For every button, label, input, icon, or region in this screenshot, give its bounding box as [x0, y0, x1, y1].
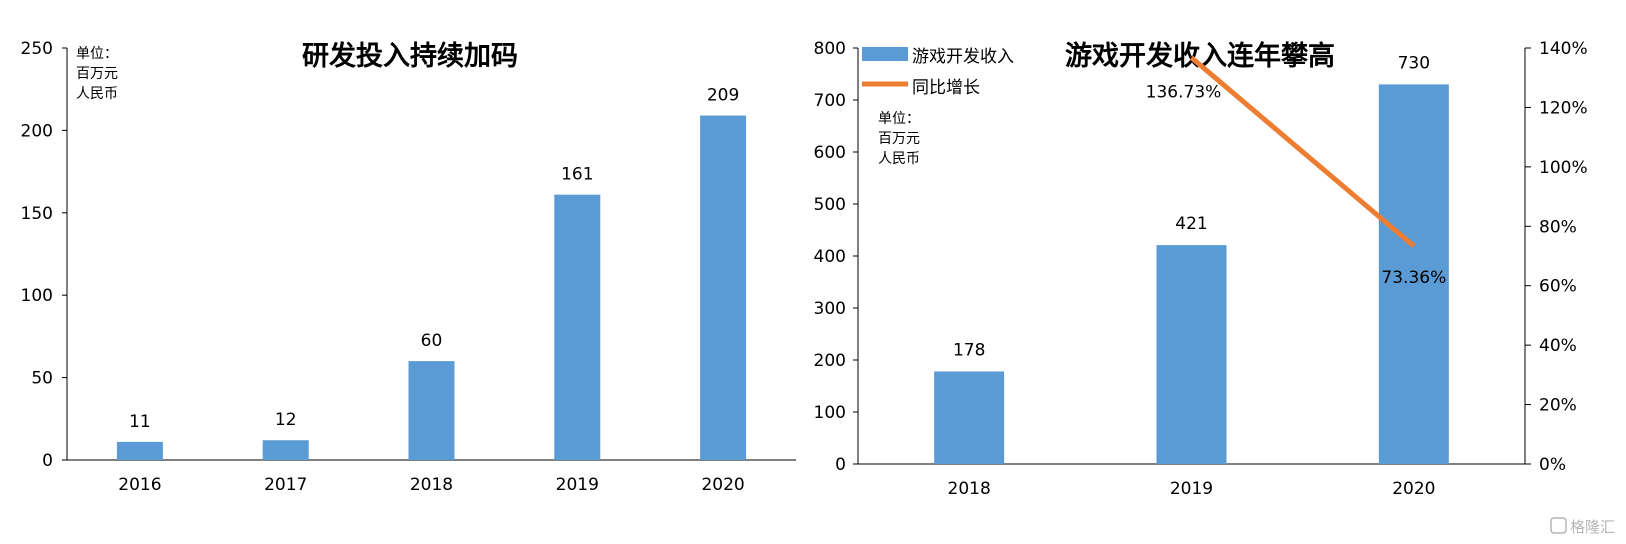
unit-label-line1: 单位： — [76, 46, 118, 62]
y-tick-label: 100 — [21, 286, 53, 306]
y2-tick-label: 80% — [1539, 217, 1577, 237]
x-tick-label: 2017 — [264, 475, 307, 495]
y-tick-label: 300 — [814, 299, 846, 319]
line-data-label: 73.36% — [1381, 268, 1446, 288]
legend-swatch-bar — [862, 47, 908, 61]
bar-data-label: 209 — [707, 86, 739, 106]
x-axis-ticks: 2016 2017 2018 2019 2020 — [118, 475, 744, 495]
y-tick-label: 0 — [42, 451, 53, 471]
unit-label-line1: 单位： — [878, 111, 920, 127]
y-tick-label: 400 — [814, 247, 846, 267]
y-axis-right-ticks: 0% 20% 40% 60% 80% 100% 120% 140% — [1525, 39, 1588, 475]
watermark: 格隆汇 — [1550, 517, 1615, 536]
y-tick-label: 50 — [31, 369, 53, 389]
line-series — [1189, 55, 1416, 248]
y-tick-label: 100 — [814, 403, 846, 423]
y-tick-label: 500 — [814, 195, 846, 215]
watermark-text: 格隆汇 — [1570, 518, 1615, 536]
bar — [1156, 245, 1227, 464]
y-tick-label: 250 — [21, 39, 53, 59]
x-tick-label: 2018 — [948, 479, 991, 499]
bar-data-label: 730 — [1398, 53, 1430, 73]
unit-label-line2: 百万元 — [76, 66, 118, 82]
data-labels: 11 12 60 161 209 — [129, 86, 739, 432]
x-tick-label: 2019 — [1170, 479, 1213, 499]
y2-tick-label: 140% — [1539, 39, 1588, 59]
x-tick-label: 2016 — [118, 475, 161, 495]
legend-label-bar: 游戏开发收入 — [912, 47, 1014, 67]
y-tick-label: 0 — [835, 455, 846, 475]
y-tick-label: 200 — [814, 351, 846, 371]
bar — [700, 115, 747, 461]
bar — [934, 371, 1005, 464]
legend-label-line: 同比增长 — [912, 78, 980, 98]
x-tick-label: 2020 — [1392, 479, 1435, 499]
y-axis-left-ticks: 0 100 200 300 400 500 600 700 800 — [814, 39, 858, 475]
line-data-label: 136.73% — [1146, 83, 1222, 103]
bar-data-label: 60 — [421, 331, 443, 351]
unit-label-line3: 人民币 — [878, 151, 920, 167]
bar — [116, 441, 163, 460]
y-tick-label: 700 — [814, 91, 846, 111]
y-axis-ticks: 0 50 100 150 200 250 — [21, 39, 67, 471]
bar — [408, 361, 455, 460]
bar-data-label: 161 — [561, 165, 593, 185]
bar-series — [934, 84, 1449, 465]
unit-label-line3: 人民币 — [76, 86, 118, 102]
y-tick-label: 600 — [814, 143, 846, 163]
bar-data-label: 12 — [275, 410, 297, 430]
legend: 游戏开发收入 同比增长 — [862, 47, 1014, 98]
y-tick-label: 200 — [21, 121, 53, 141]
bar-data-label: 421 — [1175, 214, 1207, 234]
bar-series — [116, 115, 747, 461]
watermark-logo-icon — [1550, 517, 1567, 534]
y2-tick-label: 0% — [1539, 455, 1566, 475]
bar — [554, 194, 601, 460]
chart-game-dev-revenue: 游戏开发收入连年攀高 游戏开发收入 同比增长 单位： 百万元 人民币 01002… — [814, 39, 1588, 499]
y-tick-label: 150 — [21, 204, 53, 224]
bar — [262, 440, 309, 460]
bar-data-label: 11 — [129, 412, 151, 432]
x-axis-ticks: 2018 2019 2020 — [948, 479, 1436, 499]
y2-tick-label: 40% — [1539, 336, 1577, 356]
bar-data-label: 178 — [953, 340, 985, 360]
y2-tick-label: 20% — [1539, 396, 1577, 416]
bar — [1378, 84, 1449, 465]
data-labels: 178 421 730 136.73% 73.36% — [953, 53, 1446, 360]
unit-label-line2: 百万元 — [878, 131, 920, 147]
y-tick-label: 800 — [814, 39, 846, 59]
x-tick-label: 2020 — [701, 475, 744, 495]
x-tick-label: 2019 — [556, 475, 599, 495]
y2-tick-label: 120% — [1539, 98, 1588, 118]
y2-tick-label: 100% — [1539, 158, 1588, 178]
x-tick-label: 2018 — [410, 475, 453, 495]
growth-line — [1189, 55, 1416, 248]
y2-tick-label: 60% — [1539, 277, 1577, 297]
chart-title: 研发投入持续加码 — [302, 40, 518, 72]
